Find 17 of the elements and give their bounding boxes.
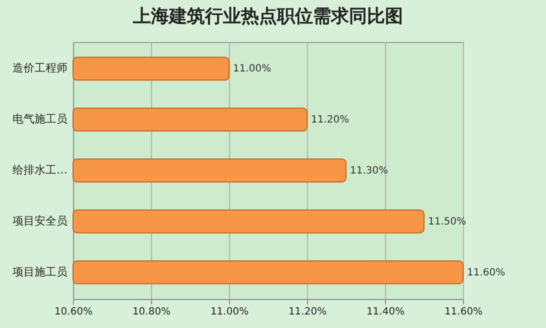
y-tick-label: 项目施工员 (12, 265, 68, 278)
y-tick-label: 造价工程师 (12, 62, 68, 75)
x-tick-label: 11.20% (288, 306, 327, 318)
chart-title: 上海建筑行业热点职位需求同比图 (132, 6, 403, 27)
data-label: 11.50% (428, 216, 466, 228)
data-label: 11.20% (311, 114, 350, 126)
data-label: 11.60% (467, 267, 506, 278)
y-tick-label: 给排水工… (12, 164, 68, 176)
x-tick-label: 11.60% (444, 306, 483, 318)
x-tick-label: 11.40% (366, 306, 405, 318)
y-tick-label: 项目安全员 (12, 214, 68, 228)
y-tick-label: 电气施工员 (12, 112, 68, 126)
x-tick-label: 10.60% (54, 306, 93, 318)
data-label: 11.30% (350, 166, 388, 176)
x-tick-label: 10.80% (132, 306, 171, 318)
data-label: 11.00% (233, 64, 272, 75)
x-tick-label: 11.00% (210, 306, 249, 318)
